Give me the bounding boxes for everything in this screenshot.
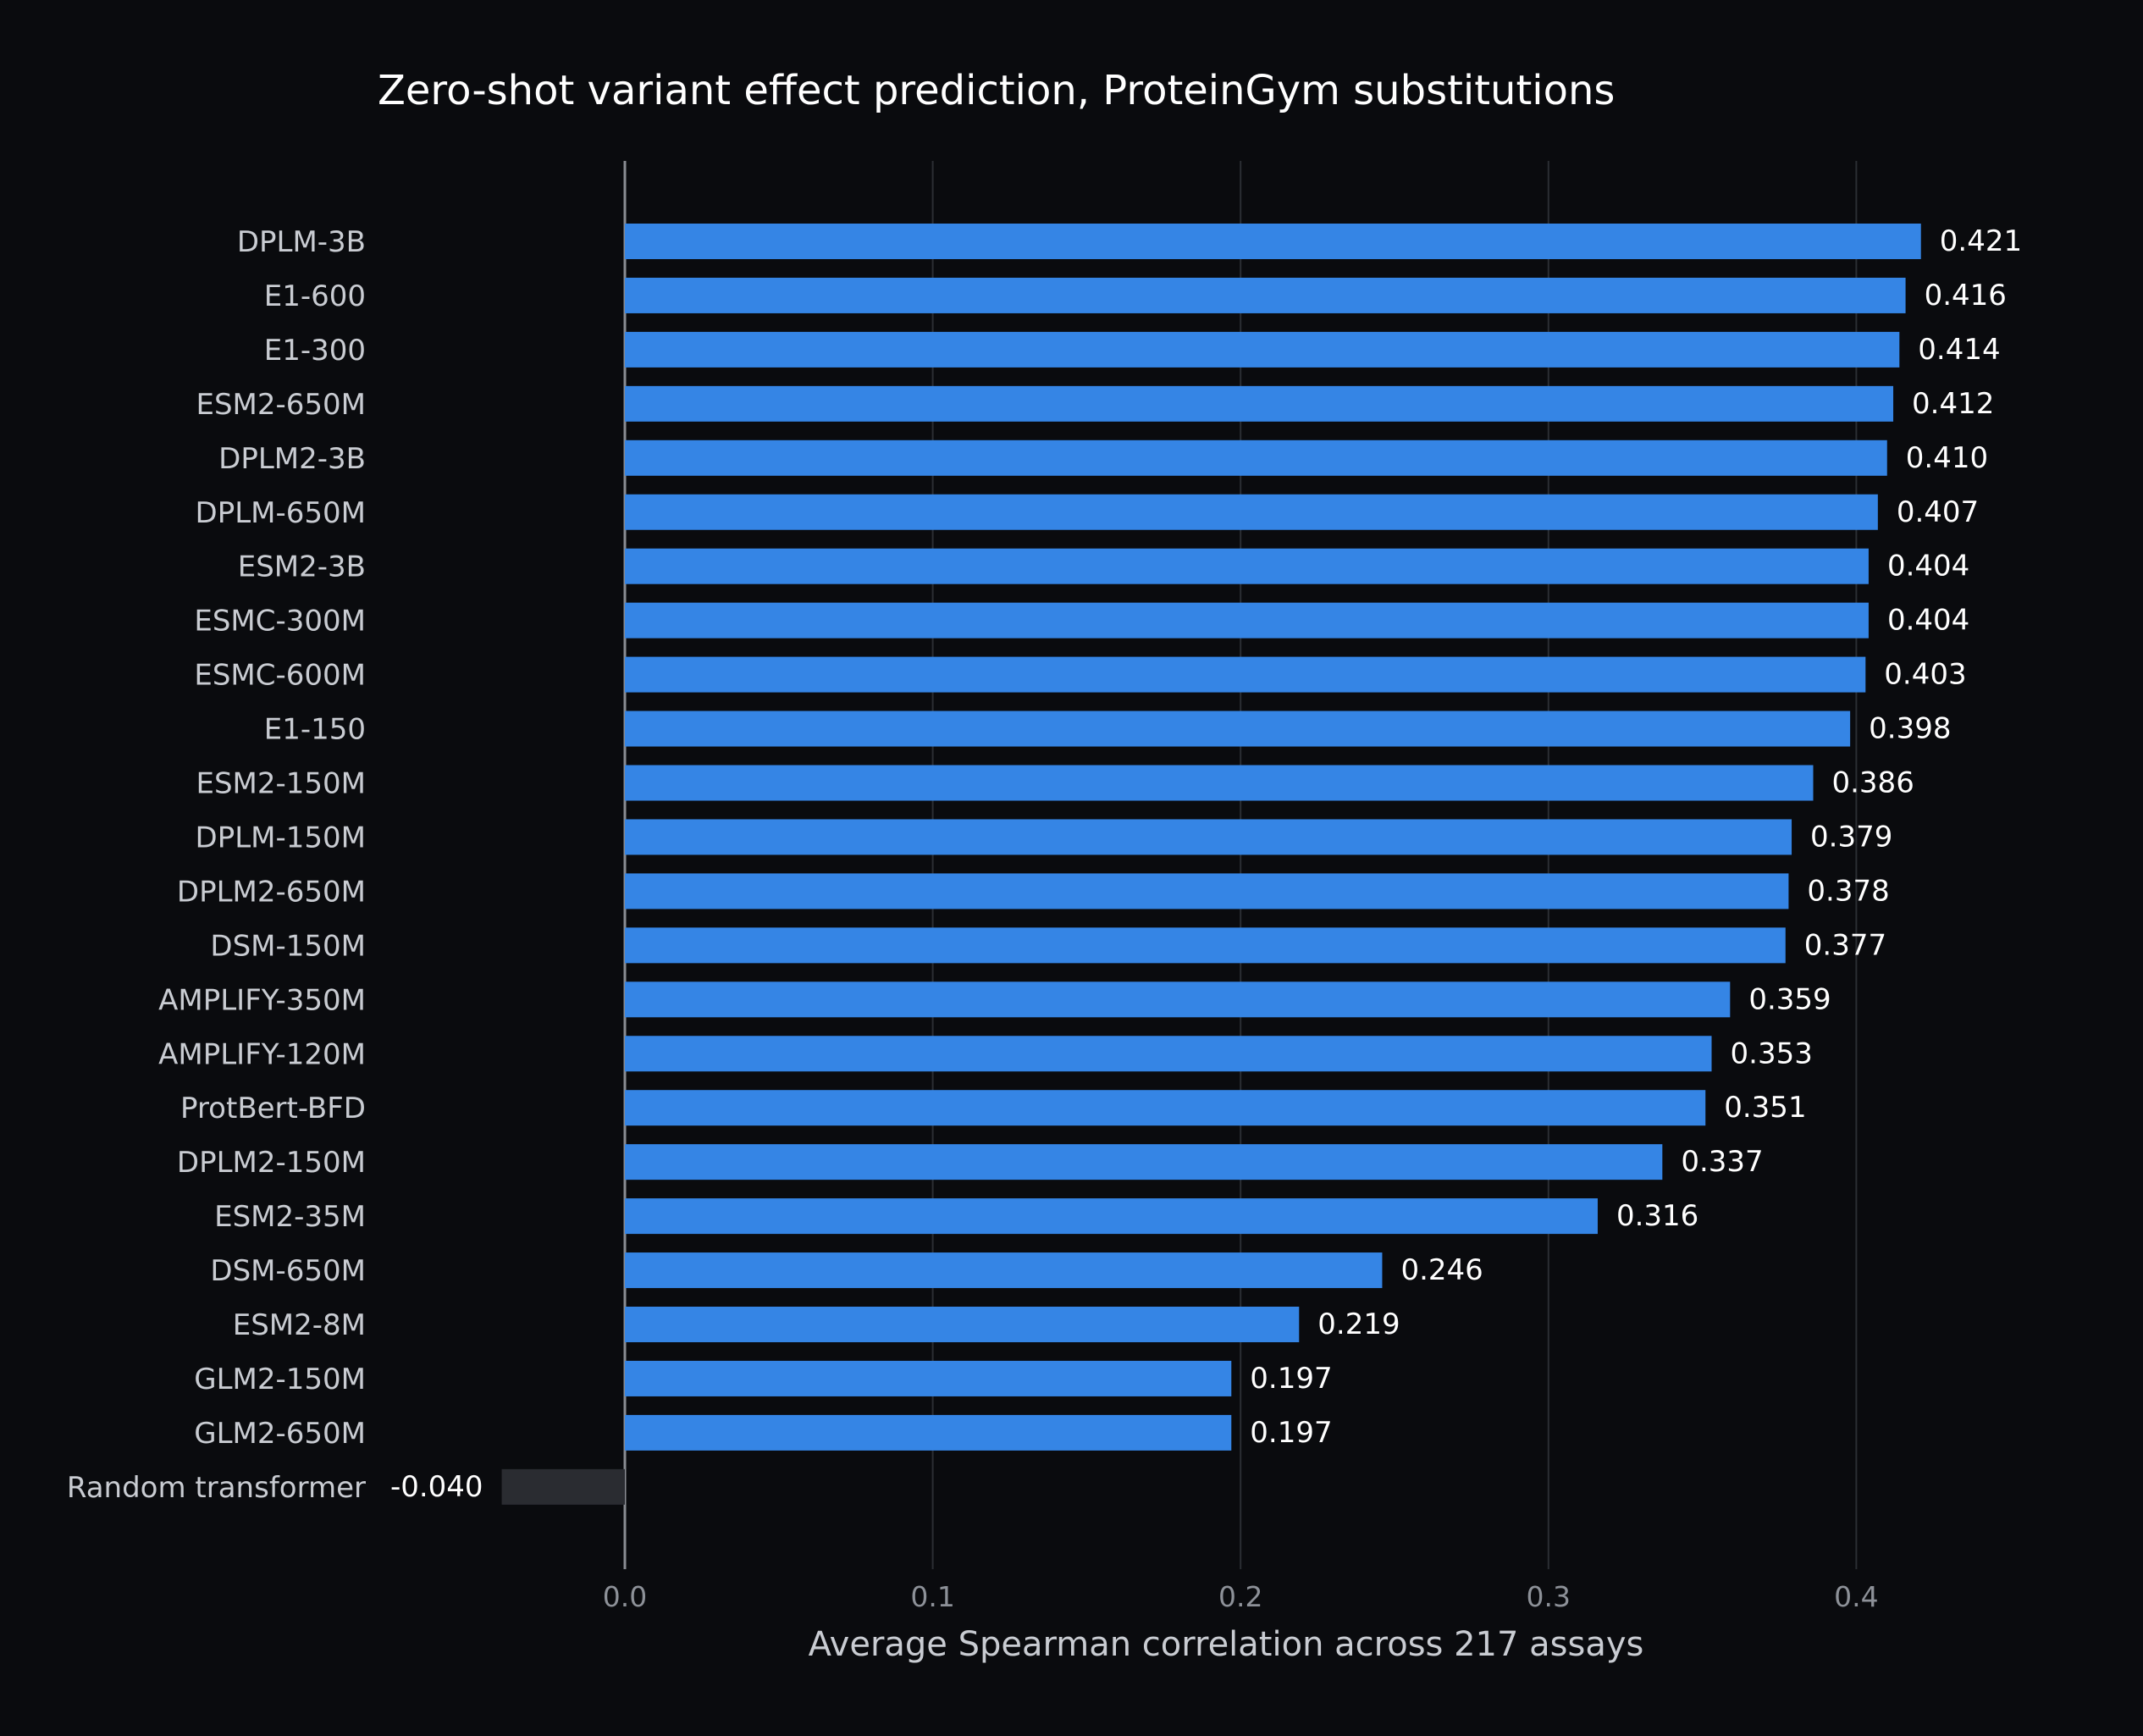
value-label: 0.416	[1925, 279, 2007, 312]
value-label: 0.351	[1724, 1091, 1806, 1125]
value-label: 0.404	[1887, 550, 1969, 583]
bar	[625, 1198, 1598, 1235]
value-label: 0.398	[1869, 712, 1951, 746]
category-label: AMPLIFY-350M	[158, 983, 366, 1017]
bar	[625, 494, 1878, 530]
value-label: 0.197	[1250, 1362, 1332, 1396]
bar	[625, 656, 1866, 693]
bar	[625, 277, 1906, 313]
category-label: E1-150	[264, 713, 366, 747]
value-label: 0.377	[1804, 928, 1886, 962]
value-label: 0.414	[1918, 333, 2000, 367]
category-label: DPLM-150M	[196, 821, 366, 854]
bar	[625, 548, 1869, 584]
value-label: 0.353	[1731, 1037, 1813, 1070]
category-label: ProtBert-BFD	[180, 1092, 366, 1125]
bar	[625, 710, 1851, 747]
x-tick-label: 0.4	[1834, 1580, 1878, 1613]
category-labels: DPLM-3B E1-600 E1-300 ESM2-650M DPLM2-3B DPLM…	[67, 225, 366, 1505]
bar	[625, 1144, 1663, 1180]
category-label: DSM-150M	[210, 929, 366, 963]
bar	[625, 819, 1792, 855]
bar	[501, 1468, 625, 1505]
bar	[625, 1036, 1712, 1072]
value-label: 0.410	[1906, 441, 1988, 475]
value-label: 0.359	[1748, 982, 1831, 1016]
value-label: 0.386	[1831, 766, 1914, 800]
value-label: 0.404	[1887, 604, 1969, 638]
chart-title: Zero-shot variant effect prediction, Pro…	[378, 67, 1615, 114]
category-label: DPLM2-650M	[177, 875, 366, 909]
bar	[625, 224, 1921, 259]
value-label: 0.421	[1940, 224, 2022, 258]
bar	[625, 1307, 1300, 1342]
bar	[625, 440, 1887, 476]
x-tick-label: 0.1	[910, 1580, 954, 1613]
x-tick-label: 0.2	[1218, 1580, 1262, 1613]
value-label: 0.412	[1912, 387, 1994, 421]
x-tick-label: 0.0	[603, 1580, 647, 1613]
category-label: GLM2-650M	[194, 1417, 366, 1451]
x-tick-label: 0.3	[1527, 1580, 1571, 1613]
category-label: GLM2-150M	[194, 1363, 366, 1396]
bar	[625, 927, 1786, 964]
category-label: DPLM2-150M	[177, 1146, 366, 1180]
bar	[625, 385, 1894, 422]
category-label: Random transformer	[67, 1471, 366, 1505]
category-label: ESM2-650M	[196, 388, 366, 422]
category-label: E1-300	[264, 334, 366, 368]
x-axis-title: Average Spearman correlation across 217 …	[809, 1625, 1644, 1664]
category-label: DPLM2-3B	[218, 442, 366, 476]
bar	[625, 981, 1731, 1018]
value-label: 0.403	[1884, 658, 1966, 692]
value-label: 0.379	[1810, 820, 1892, 854]
category-label: AMPLIFY-120M	[158, 1037, 366, 1071]
bar	[625, 873, 1789, 909]
value-label: 0.197	[1250, 1416, 1332, 1450]
value-label: 0.246	[1400, 1253, 1483, 1287]
value-label: 0.407	[1897, 495, 1979, 529]
value-label: 0.337	[1681, 1145, 1763, 1179]
category-label: DPLM-650M	[196, 496, 366, 530]
value-labels: 0.421 0.416 0.414 0.412 0.410 0.407 0.404 0.404…	[390, 224, 2022, 1504]
x-tick-labels: 0.0 0.1 0.2 0.3 0.4	[603, 1580, 1879, 1613]
category-label: E1-600	[264, 279, 366, 313]
bar	[625, 1090, 1706, 1126]
category-label: DSM-650M	[210, 1254, 366, 1288]
category-label: ESM2-3B	[238, 550, 366, 584]
category-label: DPLM-3B	[237, 225, 366, 259]
value-label: 0.316	[1616, 1199, 1698, 1233]
category-label: ESM2-8M	[233, 1308, 366, 1342]
value-label: -0.040	[390, 1470, 483, 1504]
value-label: 0.219	[1317, 1308, 1400, 1341]
category-label: ESMC-600M	[194, 659, 366, 693]
bar	[625, 1252, 1383, 1289]
value-label: 0.378	[1807, 874, 1889, 908]
category-label: ESMC-300M	[194, 605, 366, 639]
bars	[501, 224, 1921, 1505]
bar	[625, 765, 1814, 801]
bar	[625, 1414, 1232, 1451]
category-label: ESM2-150M	[196, 767, 366, 801]
bar	[625, 331, 1900, 368]
bar	[625, 1360, 1232, 1396]
bar	[625, 602, 1869, 639]
category-label: ESM2-35M	[214, 1200, 366, 1234]
